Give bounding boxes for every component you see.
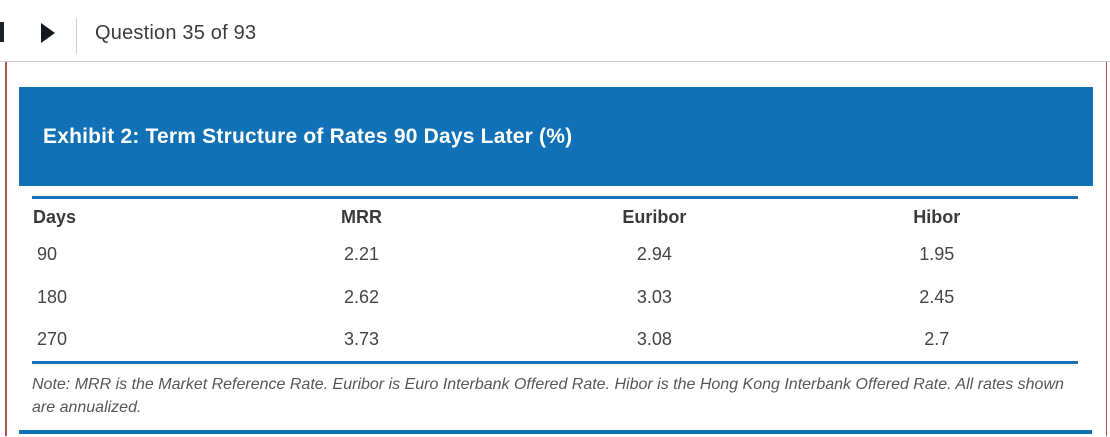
question-nav-bar: Question 35 of 93 — [0, 0, 1110, 62]
next-question-icon[interactable] — [41, 23, 55, 43]
question-content-area: Exhibit 2: Term Structure of Rates 90 Da… — [0, 62, 1110, 436]
table-cell: 180 — [37, 287, 68, 307]
exhibit-note: Note: MRR is the Market Reference Rate. … — [32, 375, 1064, 416]
table-cell: 3.73 — [343, 329, 379, 350]
table-cell: 2.21 — [343, 244, 379, 264]
table-cell: 2.7 — [924, 329, 950, 350]
left-red-border — [5, 62, 7, 436]
table-cell: 3.08 — [636, 329, 672, 350]
exhibit-title-bar: Exhibit 2: Term Structure of Rates 90 Da… — [19, 87, 1093, 186]
table-row: 90 2.21 2.94 1.95 — [32, 233, 1078, 276]
table-row: 270 3.73 3.08 2.7 — [32, 319, 1078, 362]
table-cell: 3.03 — [636, 287, 672, 307]
play-triangle-icon — [41, 23, 55, 43]
table-cell: 2.94 — [636, 244, 672, 264]
column-header-euribor: Euribor — [622, 207, 687, 227]
table-row: 180 2.62 3.03 2.45 — [32, 276, 1078, 319]
exhibit-card: Exhibit 2: Term Structure of Rates 90 Da… — [19, 87, 1093, 434]
table-cell: 90 — [37, 244, 58, 264]
column-header-days: Days — [33, 207, 77, 227]
table-cell: 1.95 — [919, 244, 955, 264]
toolbar-divider — [76, 18, 77, 54]
column-header-mrr: MRR — [340, 207, 382, 227]
column-header-hibor: Hibor — [913, 207, 961, 227]
exhibit-bottom-rule — [19, 429, 1092, 434]
table-header-row: Days MRR Euribor Hibor — [32, 198, 1078, 234]
table-cell: 2.45 — [919, 287, 955, 307]
previous-question-icon[interactable] — [0, 22, 4, 42]
table-cell: 2.62 — [343, 287, 379, 307]
exhibit-title: Exhibit 2: Term Structure of Rates 90 Da… — [43, 124, 573, 148]
right-red-border — [1105, 62, 1107, 436]
rates-table: Days MRR Euribor Hibor 90 2.21 2.94 1.95 180 2.6… — [32, 196, 1078, 364]
question-counter: Question 35 of 93 — [95, 22, 257, 44]
table-cell: 270 — [37, 329, 68, 350]
